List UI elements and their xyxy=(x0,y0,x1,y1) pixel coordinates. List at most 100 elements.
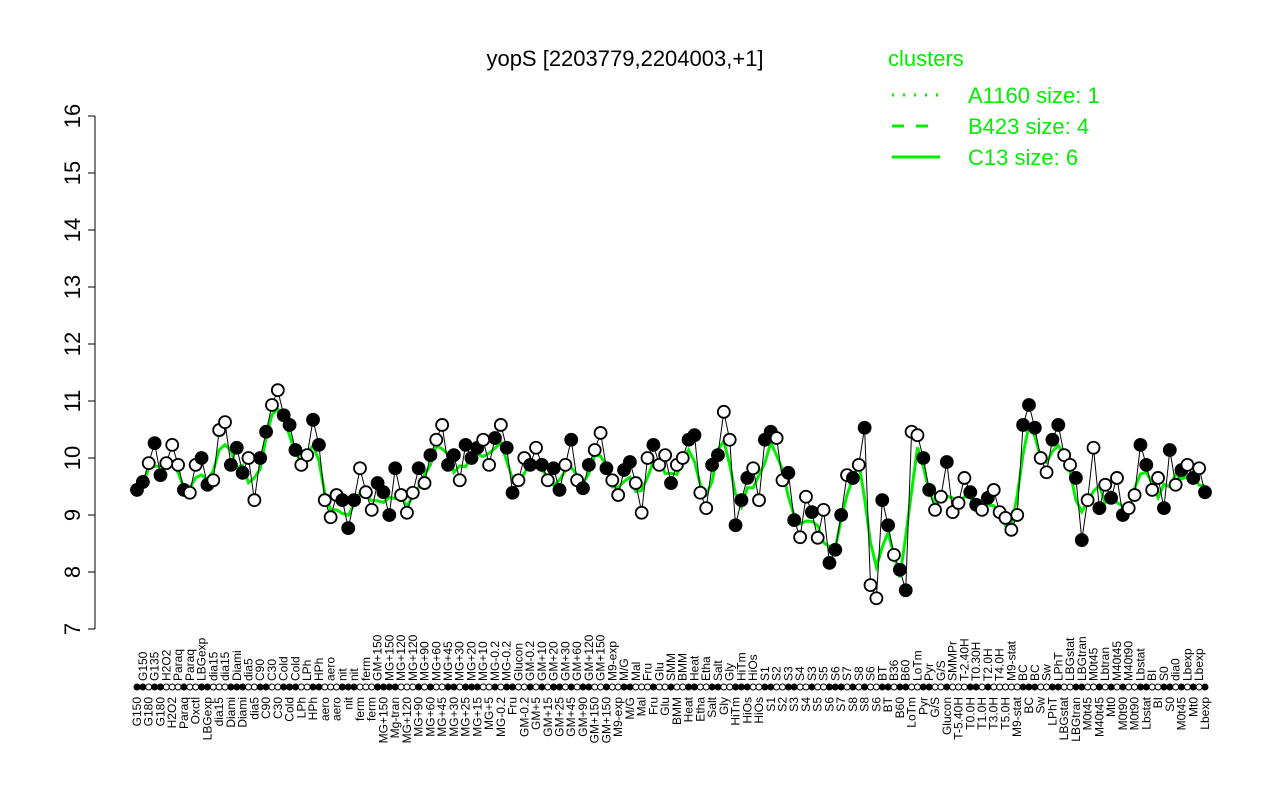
data-point xyxy=(335,493,350,508)
condition-marker xyxy=(379,683,387,691)
condition-marker xyxy=(937,683,945,691)
legend: clusters A1160 size: 1 B423 size: 4 C13 … xyxy=(888,46,1100,170)
condition-marker xyxy=(532,683,540,691)
x-tick-label: M/G xyxy=(623,697,637,720)
data-point xyxy=(916,451,931,465)
x-tick-label: Glucon xyxy=(511,643,525,681)
data-point xyxy=(1022,398,1036,412)
data-point xyxy=(147,436,162,451)
data-point xyxy=(922,483,937,497)
condition-marker xyxy=(1183,683,1191,691)
x-tick-label: ferm xyxy=(365,697,379,721)
x-tick-label: S0 xyxy=(1163,697,1177,712)
condition-marker xyxy=(902,683,910,691)
condition-marker xyxy=(1119,683,1127,691)
condition-marker xyxy=(1125,683,1133,691)
x-tick-label: Gly xyxy=(717,697,731,715)
data-point xyxy=(464,451,479,465)
x-tick-label: GM+150 xyxy=(371,634,385,681)
x-tick-label: Sw xyxy=(1040,664,1054,681)
data-point xyxy=(804,505,819,520)
y-tick-label: 13 xyxy=(60,275,85,299)
data-point xyxy=(446,448,461,463)
x-tick-label: S6 xyxy=(864,666,878,681)
condition-marker xyxy=(679,683,687,691)
x-tick-label: LPhT xyxy=(1051,652,1065,681)
legend-title: clusters xyxy=(888,46,964,71)
x-tick-label: C30 xyxy=(271,697,285,719)
condition-marker xyxy=(321,683,329,691)
x-tick-label: Cold xyxy=(288,656,302,681)
condition-marker xyxy=(714,683,722,691)
data-point xyxy=(288,443,303,457)
data-point xyxy=(1045,432,1060,447)
data-point xyxy=(229,440,244,455)
condition-marker xyxy=(262,683,270,691)
x-tick-label: GM+5 xyxy=(529,697,543,730)
x-tick-label: Etha xyxy=(699,656,713,681)
condition-marker xyxy=(280,683,288,691)
x-tick-label: T4.0H xyxy=(993,648,1007,681)
condition-marker xyxy=(1072,683,1080,691)
x-tick-label: HPh xyxy=(312,658,326,681)
condition-marker xyxy=(209,683,217,691)
x-tick-label: HiOs xyxy=(752,697,766,724)
condition-marker xyxy=(151,683,159,691)
condition-marker xyxy=(168,683,176,691)
data-point xyxy=(323,510,338,525)
data-point xyxy=(664,476,678,490)
condition-marker xyxy=(1060,683,1068,691)
x-tick-label: Mt0 xyxy=(1186,697,1200,717)
x-tick-label: S3 xyxy=(787,697,801,712)
condition-marker xyxy=(814,683,822,691)
data-point xyxy=(810,530,825,545)
condition-marker xyxy=(1160,683,1168,691)
x-tick-label: S8 xyxy=(858,697,872,712)
condition-marker xyxy=(180,683,188,691)
condition-marker xyxy=(1013,683,1021,691)
condition-marker xyxy=(1189,683,1197,691)
condition-marker xyxy=(608,683,616,691)
y-tick-label: 9 xyxy=(60,509,85,521)
x-tick-label: Lbexp xyxy=(1198,697,1212,730)
data-point xyxy=(382,508,397,522)
condition-marker xyxy=(233,683,241,691)
x-tick-label: M9-stat xyxy=(1010,696,1024,737)
data-point xyxy=(951,496,966,510)
x-tick-label: S4 xyxy=(799,697,813,712)
x-tick-label: Heat xyxy=(682,696,696,722)
x-tick-label: LPh xyxy=(300,660,314,681)
condition-marker xyxy=(931,683,939,691)
data-point xyxy=(482,457,496,472)
data-point xyxy=(194,451,209,465)
data-point xyxy=(394,488,408,502)
condition-marker xyxy=(256,683,264,691)
condition-marker xyxy=(156,683,164,691)
x-tick-label: LBGtran xyxy=(1069,697,1083,742)
condition-marker xyxy=(1043,683,1051,691)
data-point xyxy=(411,461,426,476)
data-point xyxy=(705,457,719,472)
x-tick-label: T5.0H xyxy=(998,697,1012,730)
x-tick-label: MG+150 xyxy=(376,697,390,744)
data-point xyxy=(857,420,872,435)
x-tick-label: dia0 xyxy=(1169,658,1183,681)
condition-marker xyxy=(368,683,376,691)
condition-marker xyxy=(297,683,305,691)
x-tick-label: Cold xyxy=(277,656,291,681)
data-point xyxy=(611,488,626,502)
x-tick-label: GM+60 xyxy=(570,641,584,681)
data-point xyxy=(1098,477,1113,492)
condition-marker xyxy=(215,683,223,691)
condition-marker xyxy=(1107,683,1115,691)
x-tick-label: GM-0.2 xyxy=(517,697,531,737)
data-point xyxy=(241,451,256,465)
x-tick-label: GM+30 xyxy=(558,641,572,681)
data-point xyxy=(734,493,749,508)
x-tick-label: Diami xyxy=(230,650,244,681)
x-tick-label: ferm xyxy=(359,657,373,681)
data-point xyxy=(769,431,784,445)
condition-marker xyxy=(291,683,299,691)
data-point xyxy=(699,501,714,516)
x-tick-label: S4 xyxy=(793,666,807,681)
